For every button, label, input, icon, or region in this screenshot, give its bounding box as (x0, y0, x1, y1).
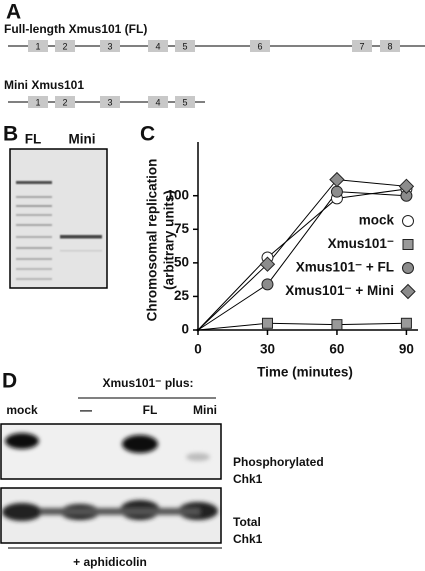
blot-label: Chk1 (233, 532, 263, 546)
series-line (197, 179, 407, 331)
y-tick-label: 50 (174, 254, 189, 269)
lane-label: Mini (69, 132, 96, 147)
legend-label: Xmus101⁻ + FL (296, 260, 394, 275)
marker (329, 171, 345, 188)
marker (400, 283, 416, 300)
panel-letter: A (6, 1, 21, 24)
exon (250, 40, 270, 52)
gel (9, 148, 108, 289)
marker (259, 256, 276, 272)
legend-label: Xmus101⁻ + Mini (285, 283, 394, 298)
exon-label: 4 (155, 41, 160, 51)
condition-label: + aphidicolin (73, 555, 147, 569)
lane-label: mock (6, 403, 38, 417)
exon-label: 2 (62, 41, 67, 51)
y-axis-label: Chromosomal replication (145, 159, 160, 322)
panel-letter: C (140, 123, 155, 146)
y-tick-label: 25 (174, 288, 190, 303)
marker (331, 319, 343, 331)
exon (100, 96, 120, 108)
marker (398, 178, 415, 195)
x-tick-label: 0 (194, 342, 202, 357)
gene-label: Mini Xmus101 (4, 78, 84, 92)
marker (402, 262, 414, 274)
exon-label: 5 (182, 41, 187, 51)
blot-label: Phosphorylated (233, 455, 324, 469)
exon-label: 7 (359, 41, 364, 51)
exon (28, 96, 48, 108)
blots (0, 397, 222, 549)
lane-label: FL (25, 132, 42, 147)
exon (380, 40, 400, 52)
y-axis-label: (arbitrary units) (162, 190, 177, 290)
marker (261, 317, 273, 329)
lane-label: — (80, 403, 92, 417)
exon (55, 40, 75, 52)
series-line (197, 191, 407, 331)
exon (148, 40, 168, 52)
marker (402, 215, 414, 227)
origin-point (196, 328, 200, 332)
marker (402, 239, 414, 250)
exon-label: 1 (35, 97, 40, 107)
y-tick-label: 75 (174, 221, 190, 236)
group-label: Xmus101⁻ plus: (102, 376, 193, 390)
exon-label: 1 (35, 41, 40, 51)
exon (352, 40, 372, 52)
blot-label: Chk1 (233, 472, 263, 486)
exon (175, 40, 195, 52)
exon (175, 96, 195, 108)
legend-label: mock (359, 213, 395, 228)
exon (148, 96, 168, 108)
panel-letter: B (3, 123, 18, 146)
exon-label: 8 (387, 41, 392, 51)
marker (261, 278, 274, 291)
lane-label: FL (143, 403, 158, 417)
exon-label: 3 (107, 41, 112, 51)
panel-letter: D (2, 370, 17, 393)
exon-label: 5 (182, 97, 187, 107)
exon (55, 96, 75, 108)
exon (28, 40, 48, 52)
exon-label: 2 (62, 97, 67, 107)
x-axis-label: Time (minutes) (257, 365, 353, 380)
series-line (197, 322, 407, 331)
lane-label: Mini (193, 403, 217, 417)
marker (330, 185, 343, 198)
y-tick-label: 0 (181, 322, 189, 337)
x-tick-label: 90 (399, 342, 414, 357)
exon-label: 4 (155, 97, 160, 107)
exon-label: 3 (107, 97, 112, 107)
x-tick-label: 60 (329, 342, 344, 357)
gene-label: Full-length Xmus101 (FL) (4, 22, 147, 36)
legend-label: Xmus101⁻ (328, 236, 394, 251)
exon (100, 40, 120, 52)
y-tick-label: 100 (166, 187, 189, 202)
exon-label: 6 (257, 41, 262, 51)
marker (400, 317, 412, 329)
blot-label: Total (233, 515, 261, 529)
x-tick-label: 30 (260, 342, 275, 357)
